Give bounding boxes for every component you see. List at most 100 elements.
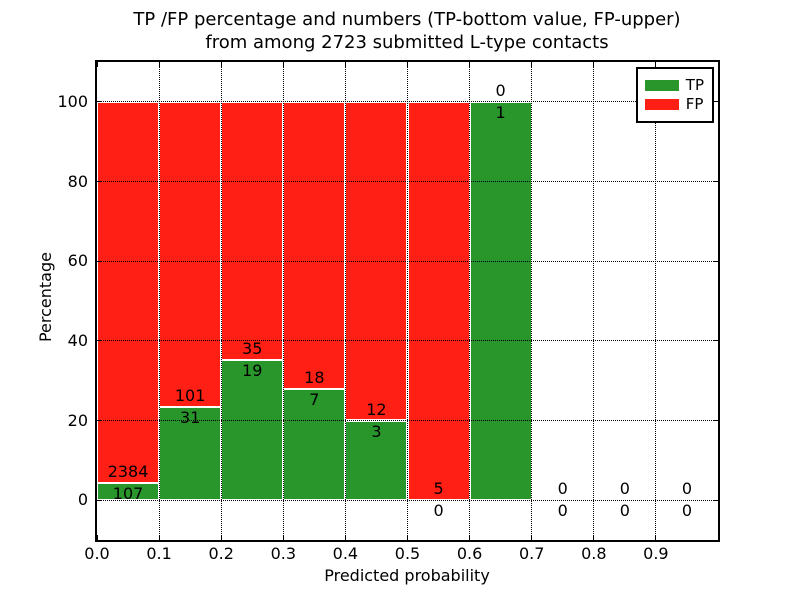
x-tick-label: 0.3 — [270, 544, 297, 563]
vertical-gridline — [282, 62, 284, 540]
fp-count-label: 0 — [619, 479, 630, 499]
chart-title: TP /FP percentage and numbers (TP-bottom… — [7, 8, 800, 54]
x-tick-mark — [469, 535, 471, 540]
x-tick-mark — [96, 535, 98, 540]
tp-bar-segment — [345, 420, 408, 501]
fp-count-label: 5 — [433, 479, 444, 499]
vertical-gridline — [531, 62, 533, 540]
tp-count-label: 19 — [242, 360, 263, 380]
x-tick-mark-top — [282, 62, 284, 67]
y-tick-mark — [97, 101, 102, 103]
vertical-gridline — [158, 62, 160, 540]
tp-count-label: 7 — [309, 389, 320, 409]
legend-entry-fp: FP — [644, 95, 704, 113]
x-tick-label: 0.1 — [146, 544, 172, 563]
x-tick-mark — [593, 535, 595, 540]
fp-count-label: 35 — [242, 338, 263, 358]
tp-count-label: 1 — [495, 102, 506, 122]
vertical-gridline — [469, 62, 471, 540]
x-tick-mark-top — [344, 62, 346, 67]
x-tick-mark — [282, 535, 284, 540]
fp-bar-segment — [283, 101, 346, 389]
x-tick-mark — [531, 535, 533, 540]
chart-title-line2: from among 2723 submitted L-type contact… — [205, 32, 609, 53]
fp-count-label: 0 — [495, 80, 506, 100]
plot-area: TP FP 2384 107 101 31 35 19 18 7 12 3 5 0 0 1 0 0 0 0 0 0 — [95, 60, 720, 542]
tp-count-label: 0 — [433, 501, 444, 521]
y-tick-mark — [97, 499, 102, 501]
chart-title-line1: TP /FP percentage and numbers (TP-bottom… — [133, 9, 681, 30]
fp-count-label: 0 — [557, 479, 568, 499]
y-tick-label: 60 — [67, 251, 88, 271]
y-tick-mark-right — [713, 181, 718, 182]
y-tick-mark-right — [713, 260, 718, 262]
tp-swatch-icon — [644, 80, 679, 91]
horizontal-gridline — [97, 420, 718, 421]
x-tick-mark — [655, 535, 657, 540]
tp-bar-segment — [97, 483, 160, 501]
x-tick-label: 0.0 — [84, 544, 110, 563]
y-tick-mark-right — [713, 420, 718, 421]
x-tick-label: 0.9 — [643, 544, 669, 563]
tp-count-label: 107 — [112, 484, 144, 504]
y-tick-mark-right — [713, 101, 718, 103]
x-tick-label: 0.5 — [394, 544, 421, 563]
y-tick-label: 20 — [67, 410, 88, 430]
horizontal-gridline — [97, 260, 718, 262]
fp-swatch-icon — [644, 99, 679, 110]
vertical-gridline — [655, 62, 657, 540]
legend-entry-tp: TP — [644, 76, 704, 94]
x-tick-mark — [344, 535, 346, 540]
fp-bar-segment — [407, 101, 470, 501]
tp-count-label: 31 — [179, 407, 201, 427]
y-tick-label: 0 — [77, 490, 88, 510]
fp-bar-segment — [97, 101, 160, 484]
x-tick-label: 0.4 — [332, 544, 359, 563]
y-tick-mark — [97, 340, 102, 342]
fp-bar-segment — [159, 101, 222, 407]
x-tick-label: 0.6 — [456, 544, 483, 563]
legend-label-fp: FP — [685, 95, 704, 113]
tp-count-label: 3 — [371, 421, 382, 441]
tp-bar-segment — [469, 101, 532, 501]
fp-count-label: 0 — [681, 479, 693, 499]
tp-bar-segment — [159, 406, 222, 501]
x-axis-label: Predicted probability — [324, 566, 490, 585]
horizontal-gridline — [97, 340, 718, 342]
fp-count-label: 18 — [304, 367, 325, 387]
x-tick-mark — [158, 535, 160, 540]
fp-count-label: 101 — [174, 385, 206, 405]
x-tick-mark — [407, 535, 408, 540]
x-tick-label: 0.2 — [208, 544, 234, 563]
tp-bar-segment — [221, 359, 284, 501]
x-tick-mark-top — [655, 62, 657, 67]
x-tick-mark-top — [407, 62, 408, 67]
horizontal-gridline — [97, 499, 718, 501]
tp-count-label: 0 — [557, 501, 568, 521]
x-tick-mark-top — [158, 62, 160, 67]
x-tick-mark-top — [220, 62, 222, 67]
fp-count-label: 12 — [366, 399, 387, 419]
y-tick-mark-right — [713, 340, 718, 342]
fp-count-label: 2384 — [107, 462, 149, 482]
legend: TP FP — [635, 67, 714, 123]
x-tick-mark-top — [96, 62, 98, 67]
x-tick-label: 0.8 — [581, 544, 607, 563]
vertical-gridline — [593, 62, 595, 540]
x-tick-mark — [220, 535, 222, 540]
vertical-gridline — [344, 62, 346, 540]
tp-count-label: 0 — [619, 501, 630, 521]
horizontal-gridline — [97, 101, 718, 103]
fp-bar-segment — [221, 101, 284, 360]
y-tick-label: 100 — [57, 91, 88, 111]
x-tick-mark-top — [531, 62, 533, 67]
y-tick-mark-right — [713, 499, 718, 501]
y-tick-mark — [97, 260, 102, 262]
vertical-gridline — [407, 62, 408, 540]
legend-label-tp: TP — [685, 76, 704, 94]
y-tick-label: 40 — [67, 330, 88, 350]
y-tick-mark — [97, 181, 102, 182]
horizontal-gridline — [97, 181, 718, 182]
x-tick-label: 0.7 — [518, 544, 545, 563]
